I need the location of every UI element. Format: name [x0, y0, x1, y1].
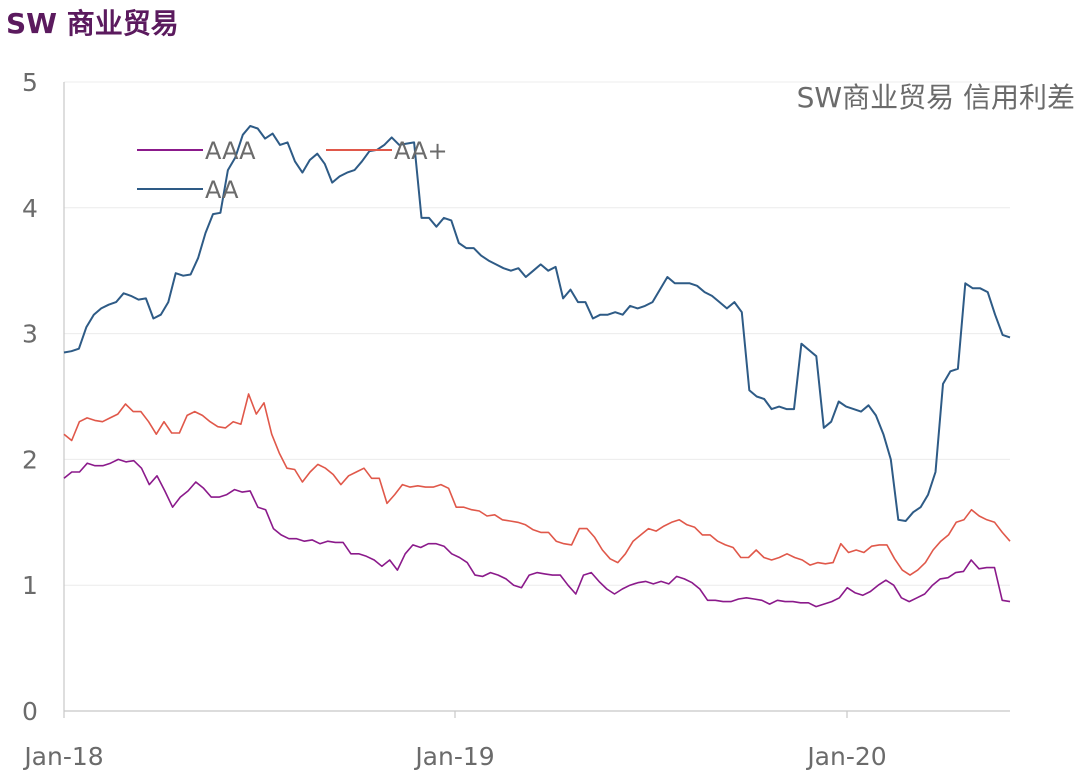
y-tick-label: 0 — [22, 697, 38, 726]
series-line-aa-plus — [63, 393, 1011, 576]
x-tick-label: Jan-19 — [413, 742, 494, 771]
axes — [63, 82, 1010, 718]
legend: AAA AA+ AA — [137, 137, 448, 204]
page-title: SW 商业贸易 — [6, 7, 179, 40]
legend-label: AA+ — [394, 137, 448, 165]
y-tick-label: 3 — [22, 320, 38, 349]
x-tick-label: Jan-20 — [805, 742, 886, 771]
legend-label: AA — [205, 176, 239, 204]
series-line-aa — [63, 125, 1011, 522]
y-tick-label: 2 — [22, 445, 38, 474]
y-tick-label: 4 — [22, 194, 38, 223]
series-line-aaa — [63, 458, 1011, 608]
y-tick-label: 1 — [22, 571, 38, 600]
series-lines — [63, 125, 1011, 608]
y-tick-label: 5 — [22, 68, 38, 97]
chart-title: SW商业贸易 信用利差 — [797, 81, 1075, 114]
x-tick-label: Jan-18 — [22, 742, 103, 771]
legend-label: AAA — [205, 137, 256, 165]
x-tick-labels: Jan-18 Jan-19 Jan-20 — [22, 742, 886, 771]
y-tick-labels: 0 1 2 3 4 5 — [22, 68, 38, 726]
